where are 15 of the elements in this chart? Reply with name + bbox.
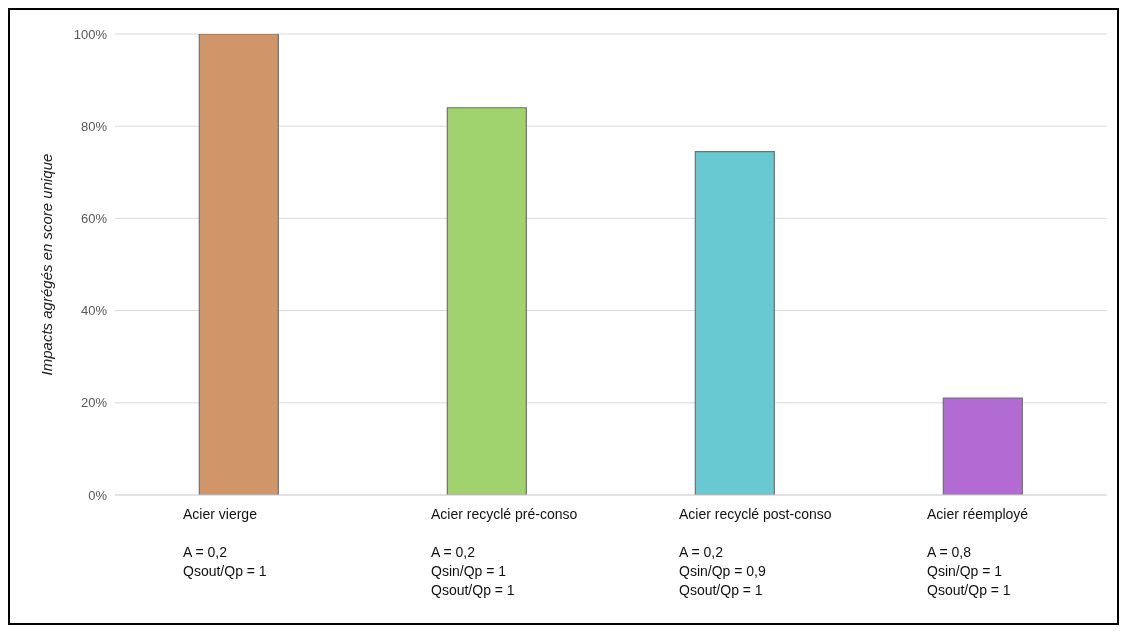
y-tick-label: 80%: [80, 118, 108, 134]
category-label: Acier recyclé pré-conso A = 0,2 Qsin/Qp = 1 Qsout/Qp = 1: [431, 506, 578, 598]
y-tick-label: 100%: [73, 26, 108, 42]
y-tick-label: 20%: [80, 395, 108, 411]
category-label: Acier réemployé A = 0,8 Qsin/Qp = 1 Qsout/Qp = 1: [927, 506, 1029, 598]
y-tick-label: 40%: [80, 303, 108, 319]
y-tick-label: 0%: [88, 487, 108, 503]
y-axis-title: Impacts agrégés en score unique: [38, 153, 56, 376]
bar: [446, 107, 527, 495]
bar: [198, 34, 279, 495]
y-tick-label: 60%: [80, 211, 108, 227]
bar: [942, 397, 1023, 495]
category-label: Acier recyclé post-conso A = 0,2 Qsin/Qp = 0,9 Qsout/Qp = 1: [679, 506, 832, 598]
category-label: Acier vierge A = 0,2 Qsout/Qp = 1: [183, 506, 267, 579]
bar: [694, 150, 775, 495]
